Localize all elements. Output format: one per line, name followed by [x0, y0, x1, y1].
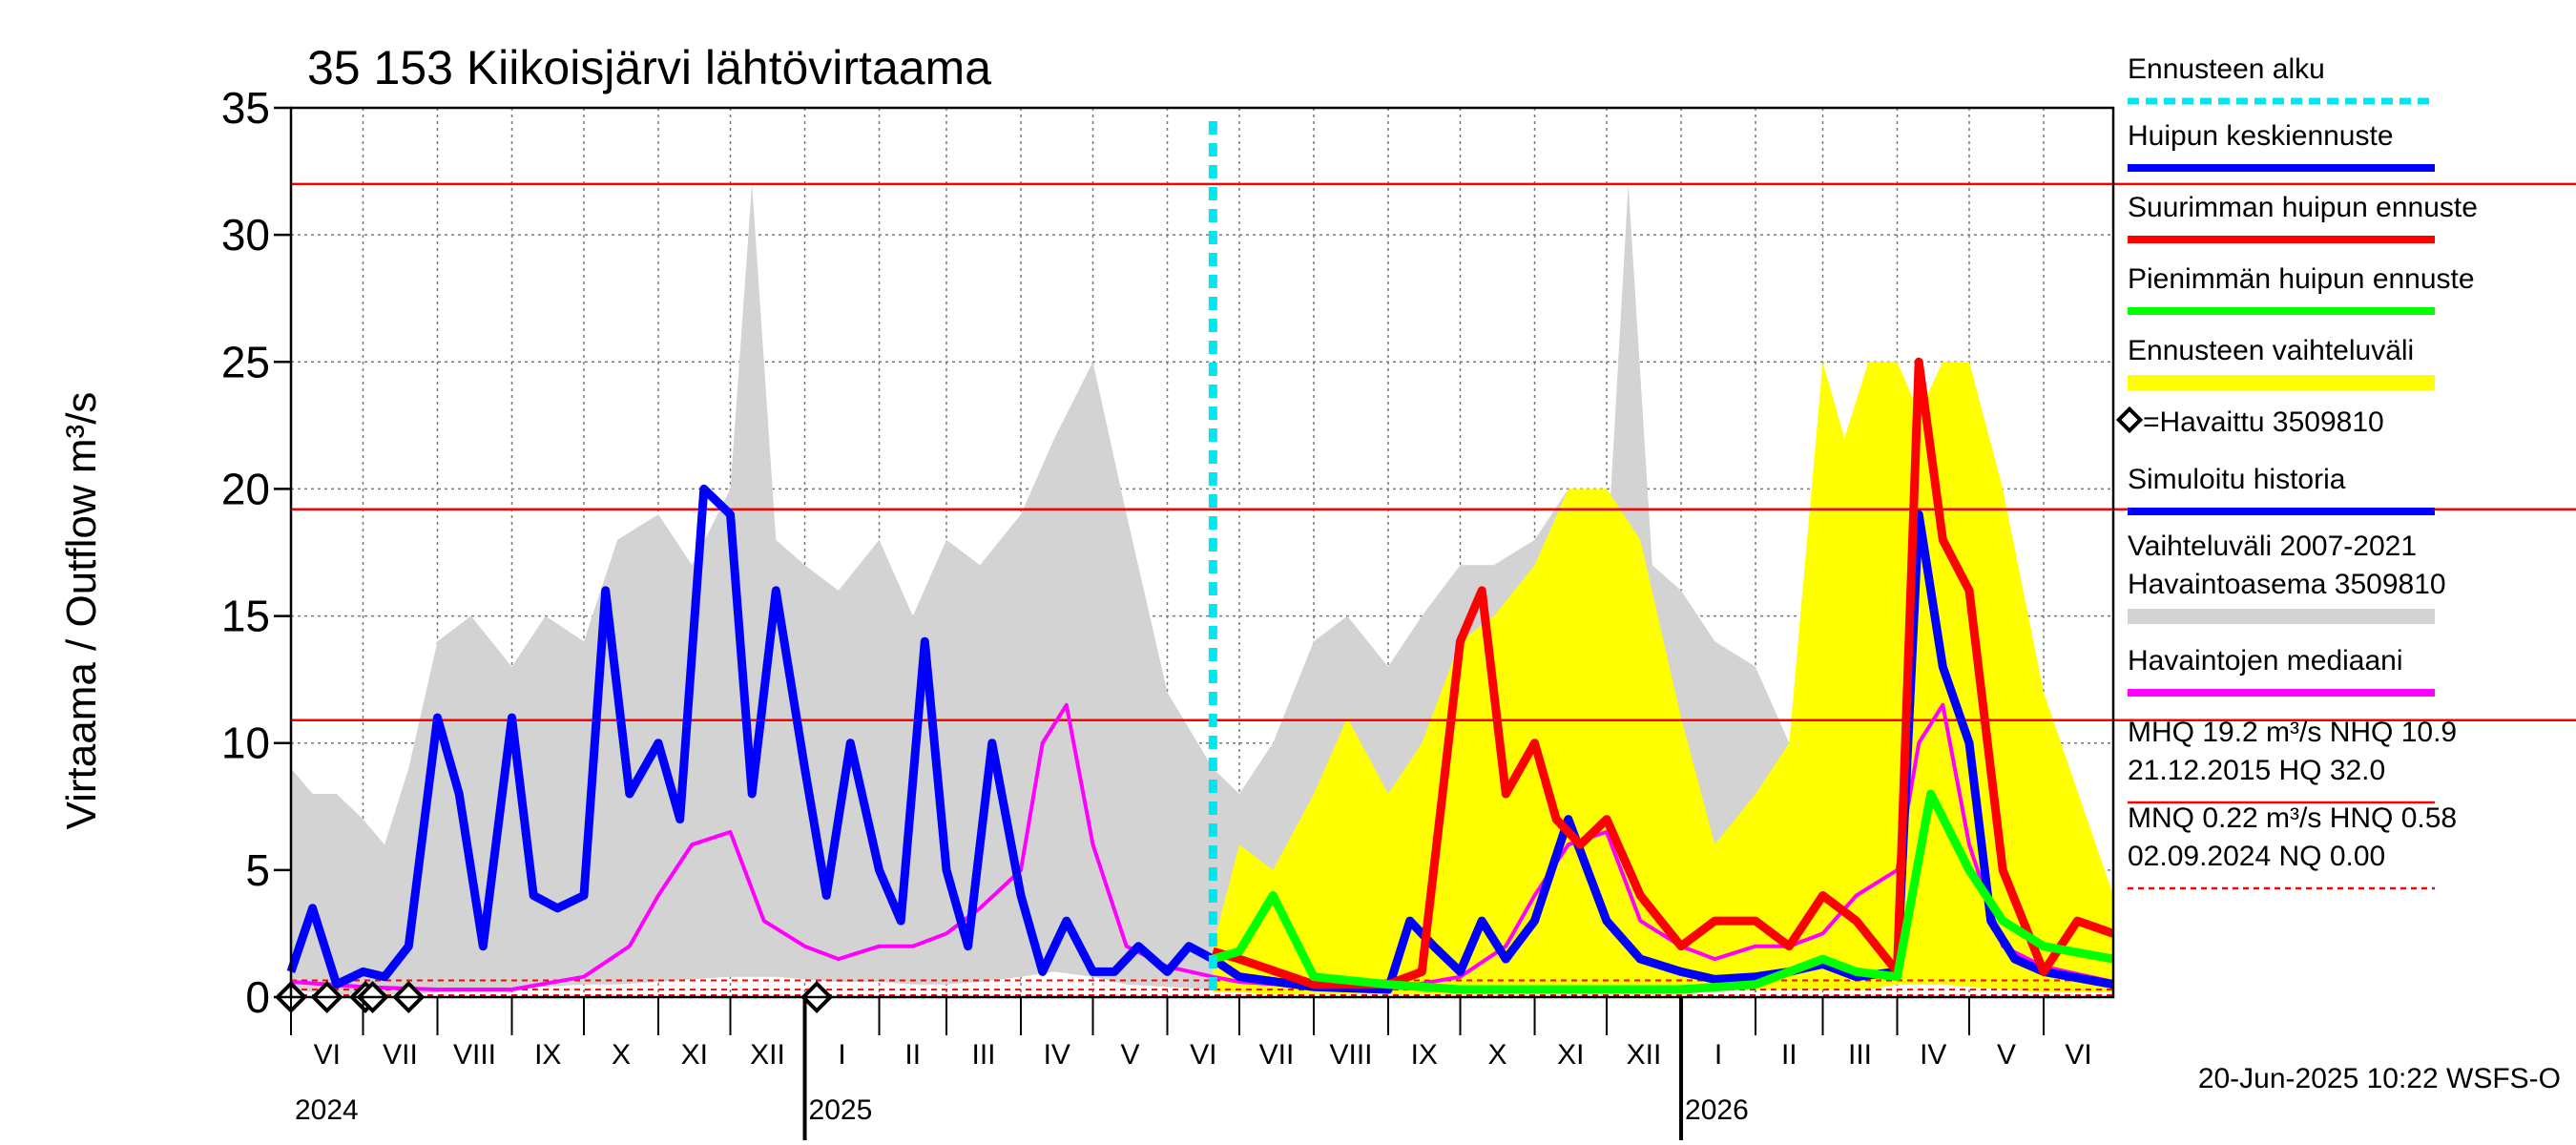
- year-label: 2026: [1685, 1094, 1749, 1126]
- chart-title: 35 153 Kiikoisjärvi lähtövirtaama: [307, 41, 991, 94]
- series-line-pienimmän: [1212, 789, 2114, 994]
- y-tick-label: 10: [221, 718, 270, 768]
- x-tick-label: IX: [1411, 1039, 1438, 1071]
- legend-label: Havaintojen mediaani: [2128, 645, 2403, 677]
- x-tick-labels: VI VII VIII IX X XI XII I II III IV V VI VII VIII IX X XI…: [295, 1039, 2092, 1126]
- legend-label: =Havaittu 3509810: [2143, 406, 2384, 438]
- x-tick-label: V: [1120, 1039, 1139, 1071]
- x-tick-label: VII: [1259, 1039, 1295, 1071]
- series-line-simuloitu: [286, 484, 1215, 989]
- observation-markers: [275, 981, 834, 1013]
- series-line-huipun: [1210, 510, 2114, 994]
- x-tick-label: II: [904, 1039, 921, 1071]
- legend-label: 02.09.2024 NQ 0.00: [2128, 841, 2385, 872]
- legend-label: Huipun keskiennuste: [2128, 120, 2394, 152]
- y-tick-label: 5: [245, 845, 270, 895]
- series-line-suurimman: [1212, 357, 2115, 989]
- x-tick-label: VI: [1190, 1039, 1216, 1071]
- legend-label: Pienimmän huipun ennuste: [2128, 263, 2475, 295]
- x-tick-label: IV: [1920, 1039, 1946, 1071]
- x-tick-label: III: [1848, 1039, 1872, 1071]
- x-tick-label: I: [838, 1039, 845, 1071]
- x-tick-label: XI: [1557, 1039, 1584, 1071]
- legend-label: Vaihteluväli 2007-2021: [2128, 531, 2417, 562]
- x-tick-label: VI: [314, 1039, 341, 1071]
- legend-swatch: [2128, 375, 2435, 390]
- legend-label: Havaintoasema 3509810: [2128, 569, 2446, 600]
- axes: [274, 106, 2115, 1140]
- legend-marker: [2115, 406, 2144, 434]
- x-tick-label: VI: [2065, 1039, 2091, 1071]
- legend-label: Suurimman huipun ennuste: [2128, 192, 2478, 223]
- x-tick-label: XI: [681, 1039, 708, 1071]
- legend: Ennusteen alku Huipun keskiennuste Suurimm…: [2115, 53, 2478, 890]
- x-tick-label: X: [1488, 1039, 1507, 1071]
- y-tick-label: 20: [221, 464, 270, 513]
- bands: [291, 183, 2113, 995]
- legend-swatch: [2128, 609, 2435, 624]
- x-tick-label: XII: [750, 1039, 785, 1071]
- legend-label: MNQ 0.22 m³/s HNQ 0.58: [2128, 802, 2457, 834]
- legend-label: Ennusteen vaihteluväli: [2128, 335, 2414, 366]
- legend-label: MHQ 19.2 m³/s NHQ 10.9: [2128, 717, 2457, 748]
- y-tick-label: 30: [221, 210, 270, 260]
- x-tick-label: II: [1781, 1039, 1797, 1071]
- year-label: 2025: [809, 1094, 873, 1126]
- series-lines: [286, 357, 2115, 994]
- y-tick-label: 25: [221, 337, 270, 386]
- y-axis-label: Virtaama / Outflow m³/s: [58, 392, 105, 830]
- x-tick-label: IX: [534, 1039, 561, 1071]
- y-tick-label: 0: [245, 972, 270, 1022]
- legend-label: Ennusteen alku: [2128, 53, 2325, 85]
- x-tick-label: I: [1714, 1039, 1722, 1071]
- x-tick-label: VIII: [453, 1039, 496, 1071]
- y-tick-label: 15: [221, 592, 270, 641]
- x-tick-label: III: [971, 1039, 995, 1071]
- x-tick-label: IV: [1044, 1039, 1070, 1071]
- plot-frame: [289, 106, 2115, 999]
- legend-label: Simuloitu historia: [2128, 464, 2346, 495]
- footer-timestamp: 20-Jun-2025 10:22 WSFS-O: [2198, 1063, 2561, 1094]
- legend-label: 21.12.2015 HQ 32.0: [2128, 755, 2385, 786]
- x-tick-label: XII: [1627, 1039, 1662, 1071]
- y-tick-labels: 0 5 10 15 20 25 30 35: [221, 83, 270, 1022]
- y-tick-label: 35: [221, 83, 270, 133]
- x-tick-label: X: [612, 1039, 631, 1071]
- x-tick-label: VII: [383, 1039, 418, 1071]
- year-label: 2024: [295, 1094, 359, 1126]
- x-tick-label: V: [1997, 1039, 2016, 1071]
- x-tick-label: VIII: [1330, 1039, 1373, 1071]
